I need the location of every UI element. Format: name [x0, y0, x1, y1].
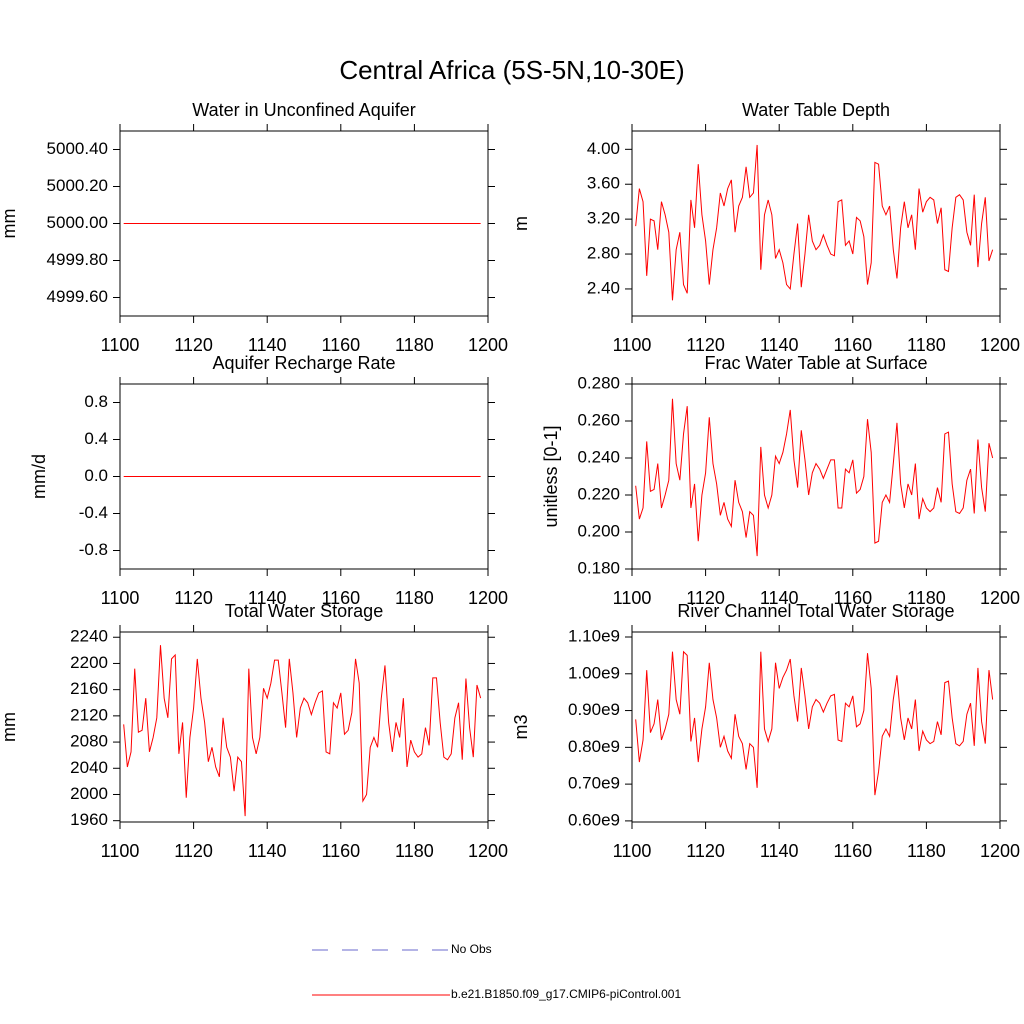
x-tick-label: 1140	[248, 588, 287, 608]
y-tick-label: 0.80e9	[568, 737, 620, 756]
x-tick-label: 1140	[248, 841, 287, 861]
y-tick-label: 2120	[70, 705, 108, 724]
panel-title: Water in Unconfined Aquifer	[192, 100, 415, 120]
y-tick-label: 2.80	[587, 244, 620, 263]
y-tick-label: 3.20	[587, 209, 620, 228]
x-tick-label: 1200	[980, 335, 1020, 355]
y-tick-label: 2160	[70, 679, 108, 698]
y-tick-label: 4.00	[587, 139, 620, 158]
y-tick-label: -0.4	[79, 503, 108, 522]
plot-frame	[119, 631, 489, 823]
x-tick-label: 1200	[468, 841, 508, 861]
x-tick-label: 1180	[907, 588, 946, 608]
x-tick-label: 1200	[468, 335, 508, 355]
x-tick-label: 1160	[321, 841, 360, 861]
legend-label: No Obs	[451, 942, 492, 956]
x-tick-label: 1120	[174, 335, 213, 355]
x-tick-label: 1160	[321, 335, 360, 355]
x-tick-label: 1120	[686, 841, 725, 861]
y-tick-label: 1960	[70, 810, 108, 829]
x-tick-label: 1100	[613, 335, 652, 355]
x-tick-label: 1180	[907, 841, 946, 861]
x-tick-label: 1120	[686, 335, 725, 355]
x-tick-label: 1100	[101, 841, 140, 861]
y-tick-label: 4999.80	[47, 250, 108, 269]
y-tick-label: 2080	[70, 732, 108, 751]
y-tick-label: 1.10e9	[568, 626, 620, 645]
y-tick-label: -0.8	[79, 540, 108, 559]
y-axis-label: m3	[511, 714, 531, 739]
y-tick-label: 2040	[70, 758, 108, 777]
panel-title: River Channel Total Water Storage	[677, 601, 954, 621]
y-tick-label: 0.0	[84, 466, 108, 485]
x-tick-label: 1160	[833, 841, 872, 861]
x-tick-label: 1200	[980, 588, 1020, 608]
series-line	[635, 144, 994, 301]
x-tick-label: 1180	[907, 335, 946, 355]
series-line	[635, 398, 994, 557]
y-tick-label: 0.8	[84, 392, 108, 411]
y-tick-label: 2.40	[587, 278, 620, 297]
y-axis-label: mm/d	[29, 454, 49, 499]
x-tick-label: 1100	[101, 335, 140, 355]
x-tick-label: 1200	[980, 841, 1020, 861]
figure-title: Central Africa (5S-5N,10-30E)	[339, 55, 684, 85]
x-tick-label: 1180	[395, 335, 434, 355]
y-tick-label: 0.240	[577, 447, 620, 466]
x-tick-label: 1140	[760, 588, 799, 608]
y-tick-label: 0.200	[577, 521, 620, 540]
x-tick-label: 1100	[613, 588, 652, 608]
y-tick-label: 0.90e9	[568, 700, 620, 719]
x-tick-label: 1120	[686, 588, 725, 608]
y-tick-label: 0.260	[577, 410, 620, 429]
x-tick-label: 1160	[833, 588, 872, 608]
y-tick-label: 5000.40	[47, 139, 108, 158]
x-tick-label: 1200	[468, 588, 508, 608]
y-tick-label: 1.00e9	[568, 663, 620, 682]
plot-frame	[631, 631, 1001, 823]
x-tick-label: 1100	[101, 588, 140, 608]
y-tick-label: 5000.20	[47, 176, 108, 195]
y-tick-label: 2240	[70, 627, 108, 646]
panel-title: Water Table Depth	[742, 100, 890, 120]
y-tick-label: 0.280	[577, 373, 620, 392]
x-tick-label: 1120	[174, 841, 213, 861]
x-tick-label: 1100	[613, 841, 652, 861]
panel-title: Total Water Storage	[225, 601, 383, 621]
plot-frame	[119, 383, 489, 570]
y-tick-label: 0.4	[84, 429, 108, 448]
y-tick-label: 2200	[70, 653, 108, 672]
y-tick-label: 4999.60	[47, 287, 108, 306]
plot-frame	[119, 130, 489, 317]
series-line	[123, 645, 482, 817]
y-tick-label: 5000.00	[47, 213, 108, 232]
legend-label: b.e21.B1850.f09_g17.CMIP6-piControl.001	[451, 987, 681, 1001]
y-axis-label: mm	[0, 209, 19, 239]
y-axis-label: m	[511, 216, 531, 231]
plot-frame	[631, 383, 1001, 570]
y-axis-label: mm	[0, 712, 19, 742]
y-tick-label: 0.180	[577, 558, 620, 577]
y-tick-label: 0.220	[577, 484, 620, 503]
y-tick-label: 0.60e9	[568, 810, 620, 829]
x-tick-label: 1160	[833, 335, 872, 355]
panel-title: Aquifer Recharge Rate	[212, 353, 395, 373]
y-axis-label: unitless [0-1]	[541, 425, 561, 527]
x-tick-label: 1140	[248, 335, 287, 355]
x-tick-label: 1180	[395, 841, 434, 861]
x-tick-label: 1140	[760, 841, 799, 861]
y-tick-label: 2000	[70, 784, 108, 803]
y-tick-label: 0.70e9	[568, 774, 620, 793]
series-line	[635, 650, 994, 796]
x-tick-label: 1160	[321, 588, 360, 608]
x-tick-label: 1140	[760, 335, 799, 355]
plot-frame	[631, 130, 1001, 317]
x-tick-label: 1120	[174, 588, 213, 608]
y-tick-label: 3.60	[587, 174, 620, 193]
panel-title: Frac Water Table at Surface	[704, 353, 927, 373]
x-tick-label: 1180	[395, 588, 434, 608]
